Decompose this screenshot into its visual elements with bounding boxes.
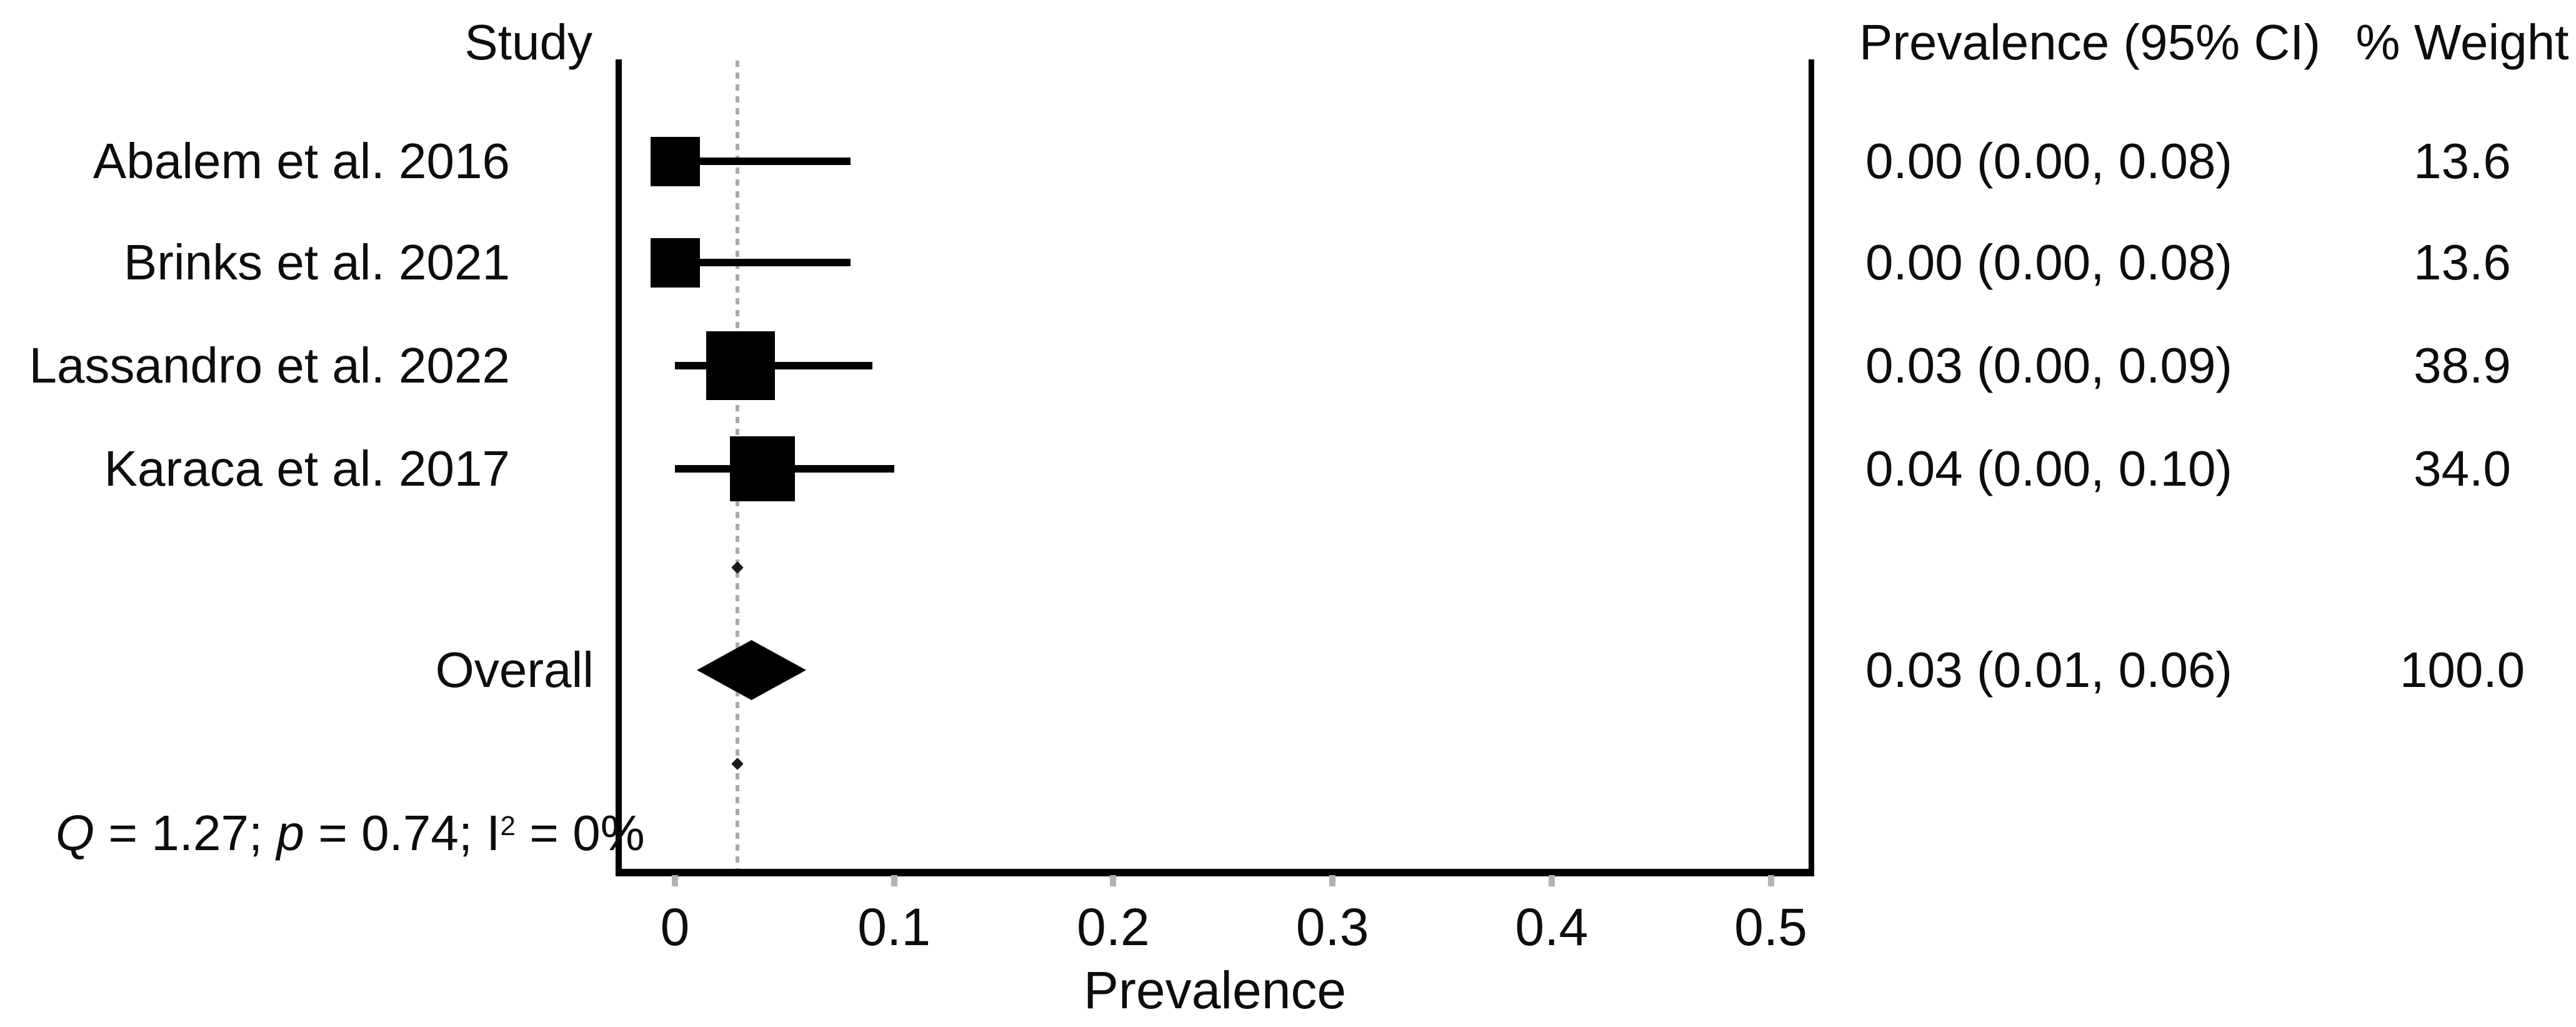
x-axis-title: Prevalence	[1083, 961, 1347, 1019]
x-tick-label: 0.4	[1515, 898, 1589, 956]
ci-value: 0.00 (0.00, 0.08)	[1865, 133, 2233, 189]
x-tick-mark	[891, 875, 897, 886]
x-tick-mark	[1767, 875, 1774, 886]
study-label: Lassandro et al. 2022	[29, 338, 510, 393]
y-axis-line-right	[1809, 59, 1814, 876]
p-value: = 0.74;	[304, 805, 487, 861]
study-label: Abalem et al. 2016	[92, 133, 510, 189]
x-axis-line	[616, 869, 1814, 876]
i-symbol: I	[486, 805, 501, 861]
x-tick-mark	[672, 875, 678, 886]
weight-value: 13.6	[2414, 234, 2511, 290]
i-value: = 0%	[516, 805, 645, 861]
reference-dot-marker	[731, 758, 744, 770]
overall-ci-value: 0.03 (0.01, 0.06)	[1865, 642, 2233, 698]
x-tick-mark	[1110, 875, 1117, 886]
ci-column-header: Prevalence (95% CI)	[1859, 14, 2321, 70]
prevalence-square-marker	[730, 436, 796, 501]
overall-diamond-marker	[697, 640, 806, 700]
prevalence-square-marker	[650, 238, 700, 288]
prevalence-square-marker	[650, 136, 700, 186]
prevalence-square-marker	[706, 331, 776, 400]
weight-value: 34.0	[2414, 441, 2511, 496]
weight-value: 13.6	[2414, 133, 2511, 189]
x-tick-label: 0.2	[1077, 898, 1150, 956]
x-tick-label: 0.5	[1734, 898, 1807, 956]
y-axis-line-left	[616, 59, 622, 876]
q-symbol: Q	[55, 805, 95, 861]
ci-value: 0.00 (0.00, 0.08)	[1865, 234, 2233, 290]
overall-weight-value: 100.0	[2399, 642, 2525, 698]
ci-value: 0.03 (0.00, 0.09)	[1865, 338, 2233, 393]
weight-value: 38.9	[2414, 338, 2511, 393]
ci-value: 0.04 (0.00, 0.10)	[1865, 441, 2233, 496]
weight-column-header: % Weight	[2355, 14, 2569, 70]
x-tick-label: 0.3	[1295, 898, 1369, 956]
x-tick-label: 0.1	[857, 898, 931, 956]
reference-dot-marker	[731, 561, 744, 574]
x-tick-mark	[1329, 875, 1336, 886]
p-symbol: p	[276, 805, 304, 861]
ci-whisker	[675, 158, 851, 165]
study-label: Karaca et al. 2017	[104, 441, 510, 496]
x-tick-mark	[1548, 875, 1555, 886]
x-tick-label: 0	[660, 898, 690, 956]
overall-label: Overall	[435, 642, 594, 698]
i-superscript: 2	[500, 811, 516, 841]
ci-whisker	[675, 259, 851, 266]
study-label: Brinks et al. 2021	[123, 234, 510, 290]
study-column-header: Study	[464, 14, 592, 70]
heterogeneity-text: Q = 1.27; p = 0.74; I2 = 0%	[0, 723, 645, 861]
q-value: = 1.27;	[94, 805, 277, 861]
